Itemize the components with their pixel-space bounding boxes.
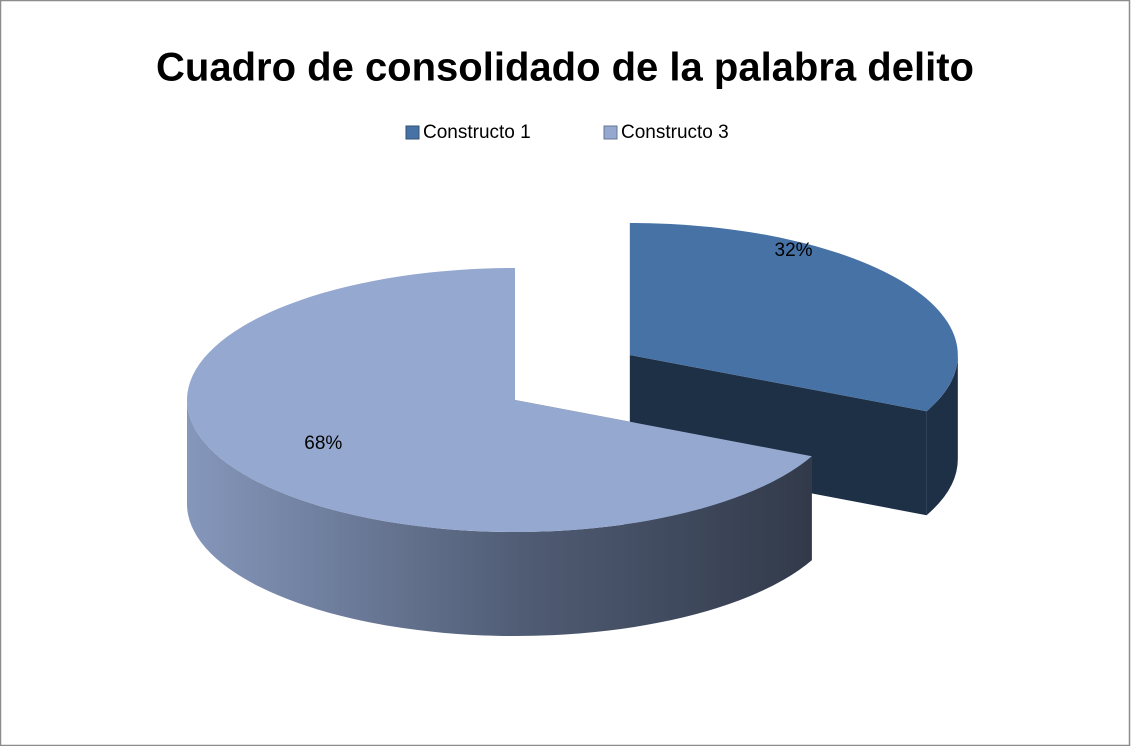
chart-title: Cuadro de consolidado de la palabra deli…: [156, 46, 974, 90]
legend-swatch: [603, 125, 618, 140]
legend-swatch: [405, 125, 420, 140]
data-label: 68%: [304, 433, 342, 454]
slice-side: [926, 354, 958, 516]
slice-side: [187, 400, 812, 636]
slice: [186, 268, 812, 532]
legend-label: Constructo 1: [423, 122, 531, 143]
slice: [629, 222, 958, 412]
data-label: 32%: [775, 240, 813, 261]
slice-side: [629, 354, 927, 516]
pie: 32% 68%: [186, 222, 958, 636]
legend: Constructo 1 Constructo 3: [405, 122, 729, 143]
legend-label: Constructo 3: [621, 122, 729, 143]
